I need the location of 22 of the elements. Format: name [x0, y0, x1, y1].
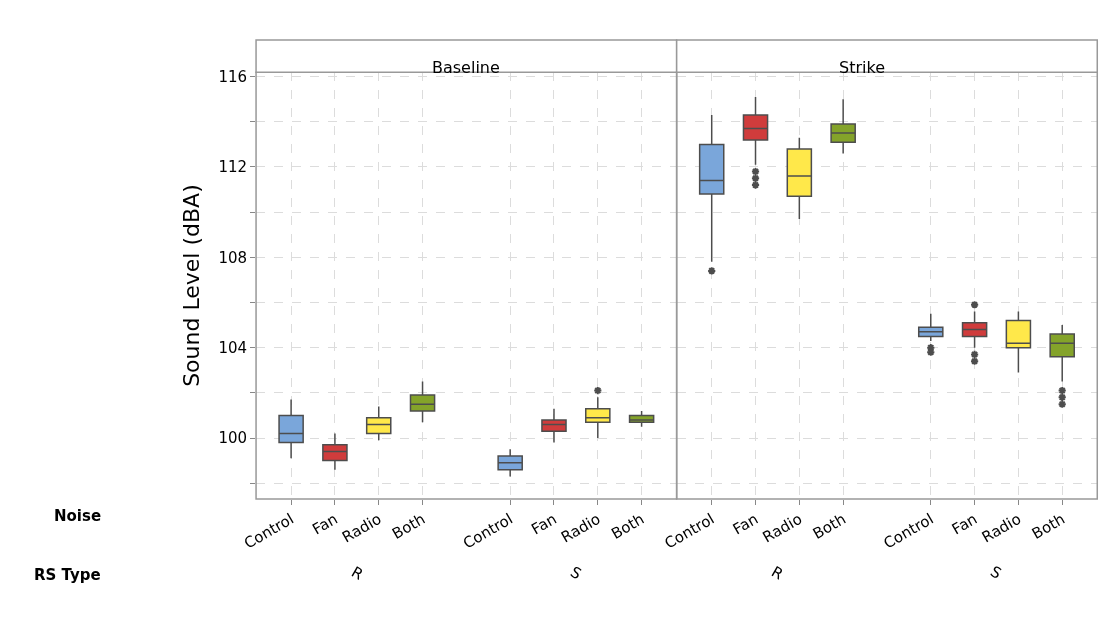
x-tick-label: Fan: [729, 509, 762, 539]
x-tick-label: Both: [608, 509, 648, 543]
text: S: [987, 562, 1005, 583]
y-tick-label: 104: [218, 338, 248, 357]
x-tick-label: Fan: [528, 509, 560, 539]
y-tick-label: 100: [218, 429, 248, 448]
text: R: [768, 562, 787, 584]
text: Noise: [54, 507, 102, 525]
text: S: [567, 562, 585, 584]
x-tick-label: Both: [1028, 509, 1068, 543]
y-tick-label: 108: [218, 248, 248, 267]
x-tick-label: Fan: [948, 509, 981, 539]
text: RS Type: [34, 566, 101, 584]
chart-title: Strike: [839, 58, 885, 77]
x-tick-label: Both: [389, 509, 429, 543]
y-tick-label: 112: [218, 158, 248, 177]
text: R: [348, 562, 367, 584]
y-axis-title: Sound Level (dBA): [179, 184, 205, 387]
y-tick-label: 116: [218, 67, 248, 86]
x-tick-label: Fan: [309, 509, 341, 539]
chart-title: Baseline: [432, 58, 500, 77]
x-tick-label: Both: [809, 509, 849, 543]
